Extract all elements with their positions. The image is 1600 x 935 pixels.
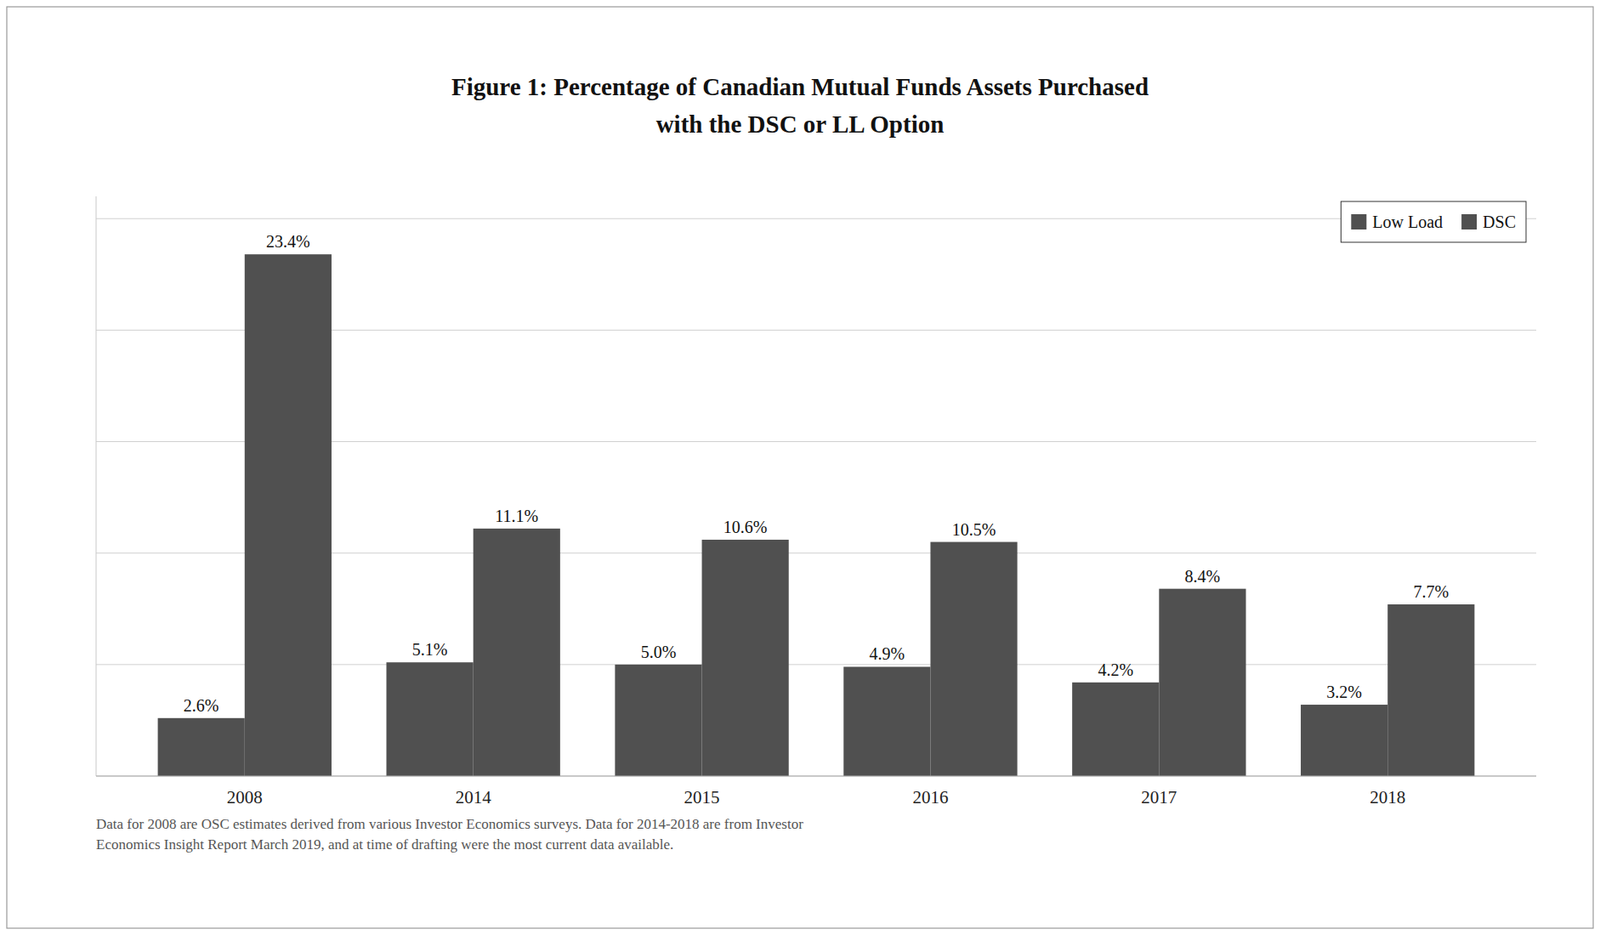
grid-line	[96, 776, 1537, 778]
data-label: 10.5%	[952, 520, 997, 540]
legend-swatch	[1350, 214, 1367, 230]
data-label: 23.4%	[266, 232, 311, 251]
x-tick-label: 2008	[226, 787, 263, 808]
bar	[1387, 604, 1475, 777]
bar	[244, 254, 332, 777]
data-label: 2.6%	[183, 696, 220, 715]
bar	[1300, 704, 1388, 777]
x-tick-label: 2017	[1140, 787, 1177, 808]
page-border	[6, 6, 1594, 929]
bars	[158, 254, 1476, 777]
footnote: Data for 2008 are OSC estimates derived …	[96, 816, 804, 853]
x-tick-label: 2015	[684, 787, 721, 808]
data-label: 8.4%	[1185, 567, 1221, 586]
bar	[702, 539, 789, 777]
data-label: 7.7%	[1412, 582, 1449, 602]
bar	[473, 528, 561, 777]
bar	[614, 664, 702, 777]
bar	[385, 662, 473, 777]
x-tick-labels: 2008 2014 2015 2016 2017 2018	[226, 787, 1406, 808]
legend-entry: DSC	[1482, 212, 1516, 232]
bar	[1072, 682, 1159, 777]
bar	[1158, 589, 1246, 777]
grid-line	[96, 218, 1537, 220]
grid	[96, 218, 1537, 777]
x-tick-label: 2016	[912, 787, 948, 808]
bar	[843, 666, 931, 777]
legend-swatch	[1461, 214, 1477, 230]
chart: Figure 1: Percentage of Canadian Mutual …	[0, 0, 1600, 935]
data-label: 4.2%	[1097, 660, 1134, 680]
bar	[930, 542, 1017, 777]
x-axis-line	[96, 776, 1537, 778]
data-label: 11.1%	[494, 506, 539, 526]
x-tick-label: 2018	[1369, 787, 1406, 808]
title: Figure 1: Percentage of Canadian Mutual …	[451, 73, 1149, 138]
data-label: 5.1%	[412, 640, 449, 659]
data-label: 3.2%	[1326, 682, 1362, 702]
data-label: 5.0%	[641, 642, 677, 662]
x-tick-label: 2014	[455, 787, 493, 808]
legend-entry: Low Load	[1372, 212, 1443, 232]
legend-frame	[1340, 201, 1527, 243]
legend: Low Load DSC	[1340, 201, 1527, 243]
data-labels: 2.6% 5.1% 5.0% 4.9% 4.2% 3.2% 23.4% 11.1% 10.6% 1…	[183, 232, 1449, 715]
data-label: 4.9%	[869, 644, 906, 664]
y-axis-line	[96, 196, 97, 777]
bar	[158, 718, 245, 777]
data-label: 10.6%	[723, 517, 768, 537]
